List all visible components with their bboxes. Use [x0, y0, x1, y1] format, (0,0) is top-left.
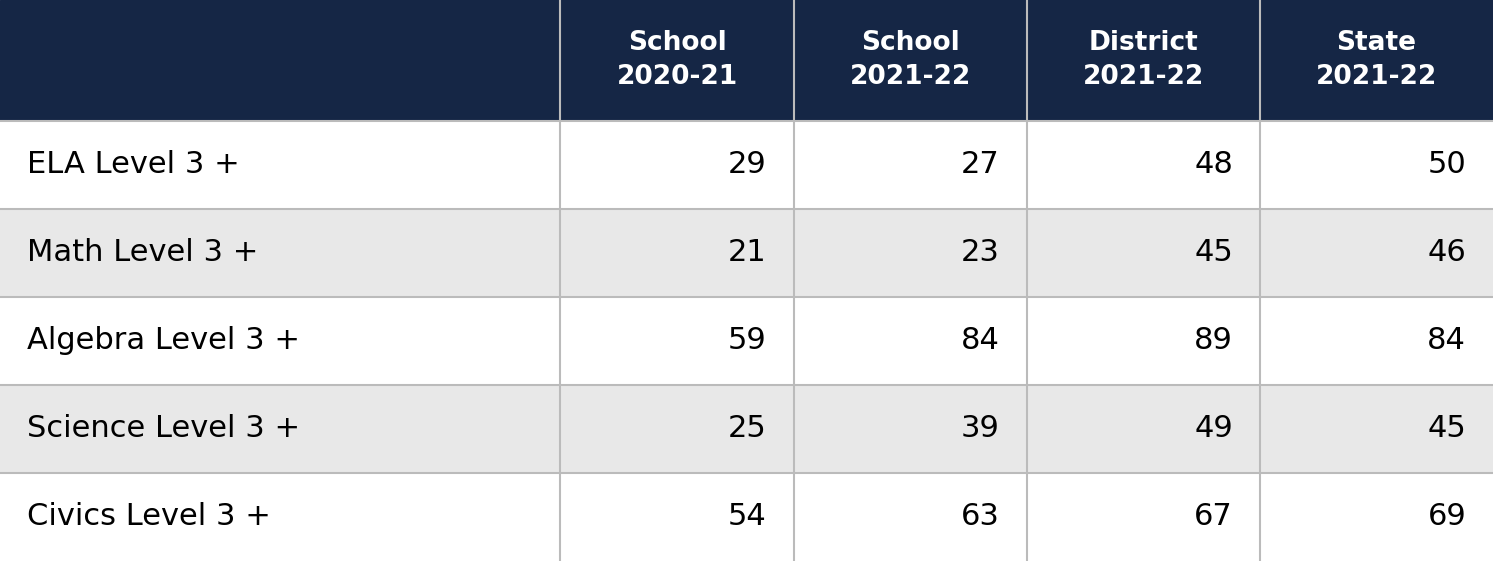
Text: 50: 50 [1427, 150, 1466, 179]
Text: 48: 48 [1194, 150, 1233, 179]
Bar [1260, 0, 1493, 121]
Bar [560, 385, 794, 473]
Bar [794, 297, 1027, 385]
Bar [1260, 473, 1493, 561]
Bar [1027, 385, 1260, 473]
Text: 63: 63 [961, 503, 1000, 531]
Text: District
2021-22: District 2021-22 [1082, 30, 1203, 90]
Bar [1027, 121, 1260, 209]
Text: Civics Level 3 +: Civics Level 3 + [27, 503, 270, 531]
Bar [1027, 297, 1260, 385]
Bar [0, 297, 560, 385]
Text: 45: 45 [1427, 415, 1466, 443]
Text: 46: 46 [1427, 238, 1466, 267]
Bar [560, 121, 794, 209]
Text: 49: 49 [1194, 415, 1233, 443]
Text: Math Level 3 +: Math Level 3 + [27, 238, 258, 267]
Text: 54: 54 [729, 503, 767, 531]
Text: 67: 67 [1194, 503, 1233, 531]
Bar [794, 121, 1027, 209]
Text: 25: 25 [729, 415, 767, 443]
Bar [560, 473, 794, 561]
Text: 59: 59 [729, 327, 767, 355]
Bar [1260, 121, 1493, 209]
Bar [1027, 209, 1260, 297]
Text: 23: 23 [961, 238, 1000, 267]
Text: 21: 21 [729, 238, 767, 267]
Text: 45: 45 [1194, 238, 1233, 267]
Bar [794, 0, 1027, 121]
Bar [560, 209, 794, 297]
Text: State
2021-22: State 2021-22 [1315, 30, 1438, 90]
Bar [0, 385, 560, 473]
Bar [0, 209, 560, 297]
Text: 39: 39 [961, 415, 1000, 443]
Bar [560, 297, 794, 385]
Text: 84: 84 [961, 327, 1000, 355]
Bar [1260, 385, 1493, 473]
Bar [794, 473, 1027, 561]
Bar [1260, 297, 1493, 385]
Text: 29: 29 [729, 150, 767, 179]
Text: ELA Level 3 +: ELA Level 3 + [27, 150, 239, 179]
Bar [1260, 209, 1493, 297]
Bar [0, 0, 560, 121]
Bar [1027, 473, 1260, 561]
Text: 84: 84 [1427, 327, 1466, 355]
Bar [794, 209, 1027, 297]
Bar [0, 473, 560, 561]
Bar [560, 0, 794, 121]
Text: School
2021-22: School 2021-22 [850, 30, 970, 90]
Bar [1027, 0, 1260, 121]
Bar [794, 385, 1027, 473]
Text: 27: 27 [961, 150, 1000, 179]
Text: 69: 69 [1427, 503, 1466, 531]
Bar [0, 121, 560, 209]
Text: 89: 89 [1194, 327, 1233, 355]
Text: Science Level 3 +: Science Level 3 + [27, 415, 300, 443]
Text: School
2020-21: School 2020-21 [617, 30, 738, 90]
Text: Algebra Level 3 +: Algebra Level 3 + [27, 327, 300, 355]
